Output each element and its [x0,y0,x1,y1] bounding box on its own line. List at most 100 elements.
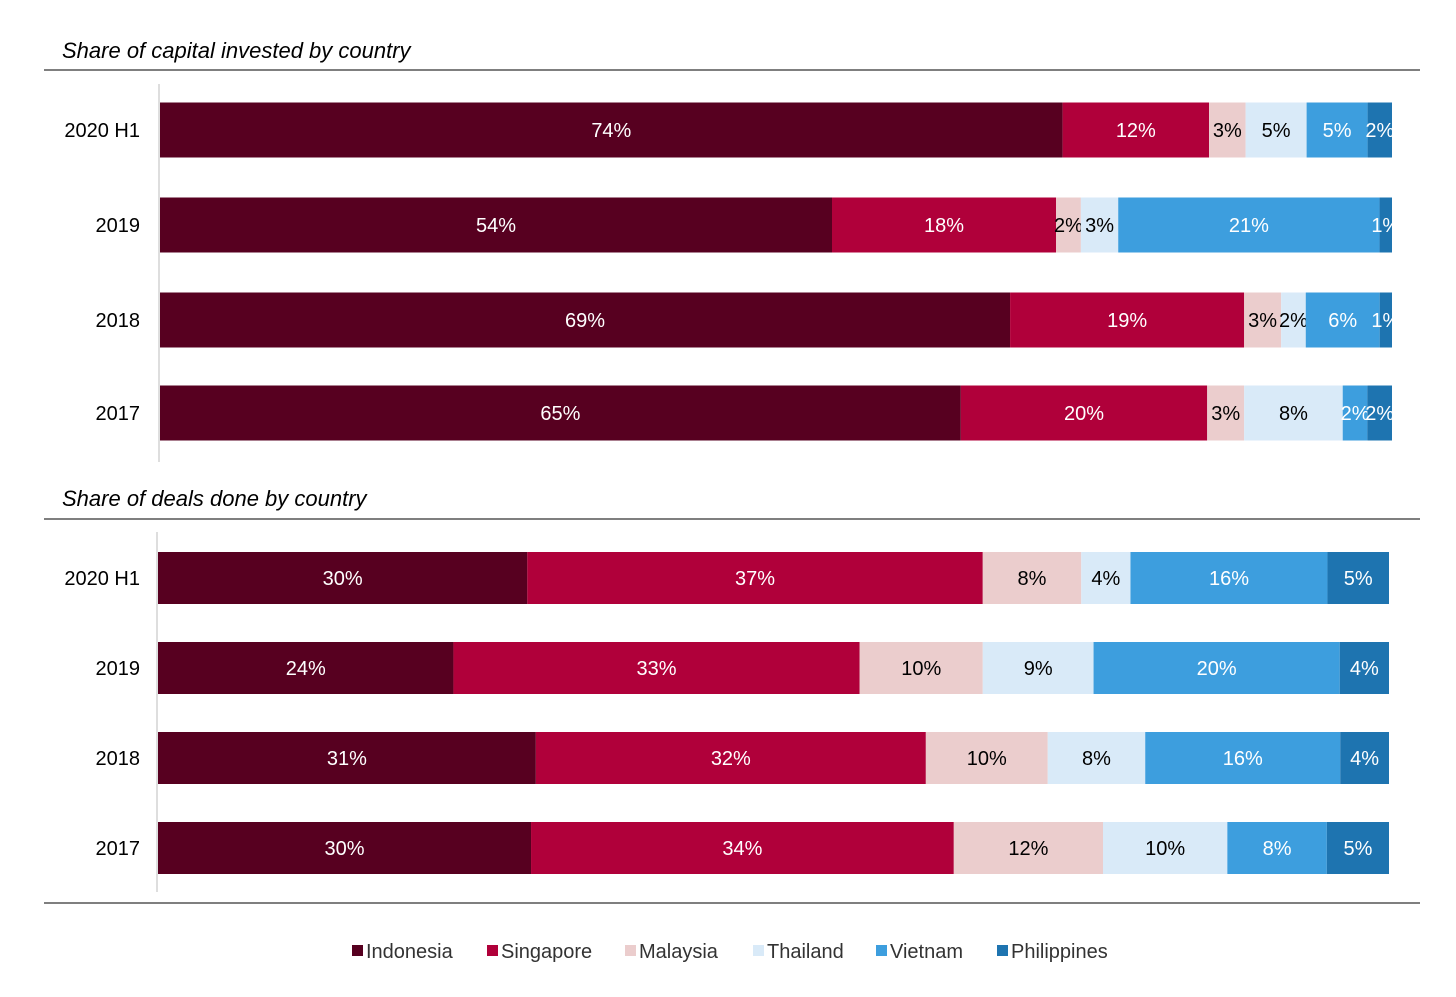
legend-label: Indonesia [366,941,454,963]
bar-segment-malaysia [1244,292,1282,348]
data-label-indonesia: 24% [286,658,326,680]
bar-row-2017: 2017 30% 34% 12% 10% 8% 5% [96,822,1389,874]
data-label-singapore: 37% [735,568,775,590]
legend-swatch [487,945,498,956]
data-label-vietnam: 21% [1229,215,1269,237]
data-label-singapore: 19% [1107,310,1147,332]
bar-segment-vietnam [1342,385,1368,441]
bar-segment-thailand [1103,822,1228,874]
legend-swatch [753,945,764,956]
data-label-malaysia: 3% [1248,310,1277,332]
legend-swatch [876,945,887,956]
bar-segment-vietnam [1306,102,1368,158]
bar-segment-singapore [531,822,954,874]
data-label-malaysia: 12% [1008,838,1048,860]
bar-segment-indonesia [158,642,454,694]
bar-row-2017: 2017 65% 20% 3% 8% 2%2% [96,385,1394,441]
bar-segment-singapore [832,197,1056,253]
bar-row-2018: 2018 69% 19% 3% 2% 6% 1% [96,292,1401,348]
legend-label: Philippines [1011,941,1108,963]
bar-segment-indonesia [158,732,536,784]
bar-segment-vietnam [1145,732,1341,784]
bar-segment-vietnam [1118,197,1380,253]
bar-segment-philippines [1379,292,1392,348]
data-label-philippines: 5% [1343,838,1372,860]
data-label-vietnam: 16% [1223,748,1263,770]
bar-segment-malaysia [859,642,983,694]
bar-segment-thailand [1080,197,1119,253]
bar-segment-indonesia [160,385,961,441]
data-label-malaysia: 8% [1018,568,1047,590]
bar-segment-vietnam [1093,642,1340,694]
chart-panel-share-of-capital-invested-by-country: Share of capital invested by country 2020… [44,38,1420,462]
data-label-thailand: 9% [1024,658,1053,680]
chart-panels: Share of capital invested by country 2020… [44,38,1420,904]
data-label-vietnam: 16% [1209,568,1249,590]
bar-segment-singapore [960,385,1208,441]
legend-item-singapore: Singapore [487,941,592,963]
category-label: 2020 H1 [64,120,140,142]
bar-segment-singapore [527,552,983,604]
bar-segment-indonesia [160,197,832,253]
data-label-thailand: 2% [1279,310,1308,332]
data-label-philippines: 2% [1365,120,1394,142]
bar-segment-singapore [535,732,926,784]
bar-segment-malaysia [925,732,1048,784]
data-label-singapore: 34% [722,838,762,860]
data-label-philippines: 5% [1344,568,1373,590]
data-label-indonesia: 30% [325,838,365,860]
data-label-vietnam: 5% [1323,120,1352,142]
bar-segment-philippines [1339,642,1389,694]
category-label: 2017 [96,403,141,425]
bar-row-2019: 2019 54% 18% 2% 3% 21% 1% [96,197,1400,253]
legend-item-malaysia: Malaysia [625,941,719,963]
legend-item-indonesia: Indonesia [352,941,454,963]
data-label-indonesia: 69% [565,310,605,332]
legend-label: Thailand [767,941,844,963]
legend-label: Singapore [501,941,592,963]
bar-segment-philippines [1367,102,1392,158]
legend-label: Malaysia [639,941,719,963]
data-label-thailand: 10% [1145,838,1185,860]
bar-segment-vietnam [1305,292,1380,348]
bar-segment-malaysia [982,552,1082,604]
data-label-indonesia: 54% [476,215,516,237]
data-label-philippines: 2% [1365,403,1394,425]
bar-segment-thailand [1244,385,1343,441]
chart-title: Share of capital invested by country [62,38,413,63]
data-label-malaysia: 10% [901,658,941,680]
bar-segment-singapore [1010,292,1245,348]
bar-segment-malaysia [1207,385,1245,441]
data-label-thailand: 8% [1082,748,1111,770]
legend-label: Vietnam [890,941,963,963]
data-label-philippines: 4% [1350,658,1379,680]
legend-item-thailand: Thailand [753,941,844,963]
bar-segment-thailand [982,642,1094,694]
bar-segment-singapore [1062,102,1210,158]
legend: Indonesia Singapore Malaysia Thailand Vietna… [352,941,1108,963]
legend-swatch [352,945,363,956]
bar-segment-philippines [1340,732,1389,784]
bar-segment-indonesia [160,292,1011,348]
bar-row-2019: 2019 24% 33% 10% 9% 20% 4% [96,642,1389,694]
data-label-singapore: 20% [1064,403,1104,425]
data-label-thailand: 8% [1279,403,1308,425]
data-label-malaysia: 2% [1054,215,1083,237]
category-label: 2018 [96,748,141,770]
bar-row-2020-h1: 2020 H1 30% 37% 8% 4% 16% 5% [64,552,1389,604]
category-label: 2020 H1 [64,568,140,590]
category-label: 2018 [96,310,141,332]
chart-title: Share of deals done by country [62,486,369,511]
data-label-vietnam: 8% [1263,838,1292,860]
bar-segment-philippines [1326,822,1389,874]
data-label-vietnam: 20% [1197,658,1237,680]
bar-segment-malaysia [953,822,1104,874]
data-label-indonesia: 31% [327,748,367,770]
data-label-indonesia: 30% [323,568,363,590]
bar-row-2020-h1: 2020 H1 74% 12% 3% 5% 5% 2% [64,102,1394,158]
data-label-vietnam: 6% [1328,310,1357,332]
data-label-indonesia: 65% [540,403,580,425]
data-label-vietnam: 2% [1341,403,1370,425]
data-label-thailand: 4% [1091,568,1120,590]
